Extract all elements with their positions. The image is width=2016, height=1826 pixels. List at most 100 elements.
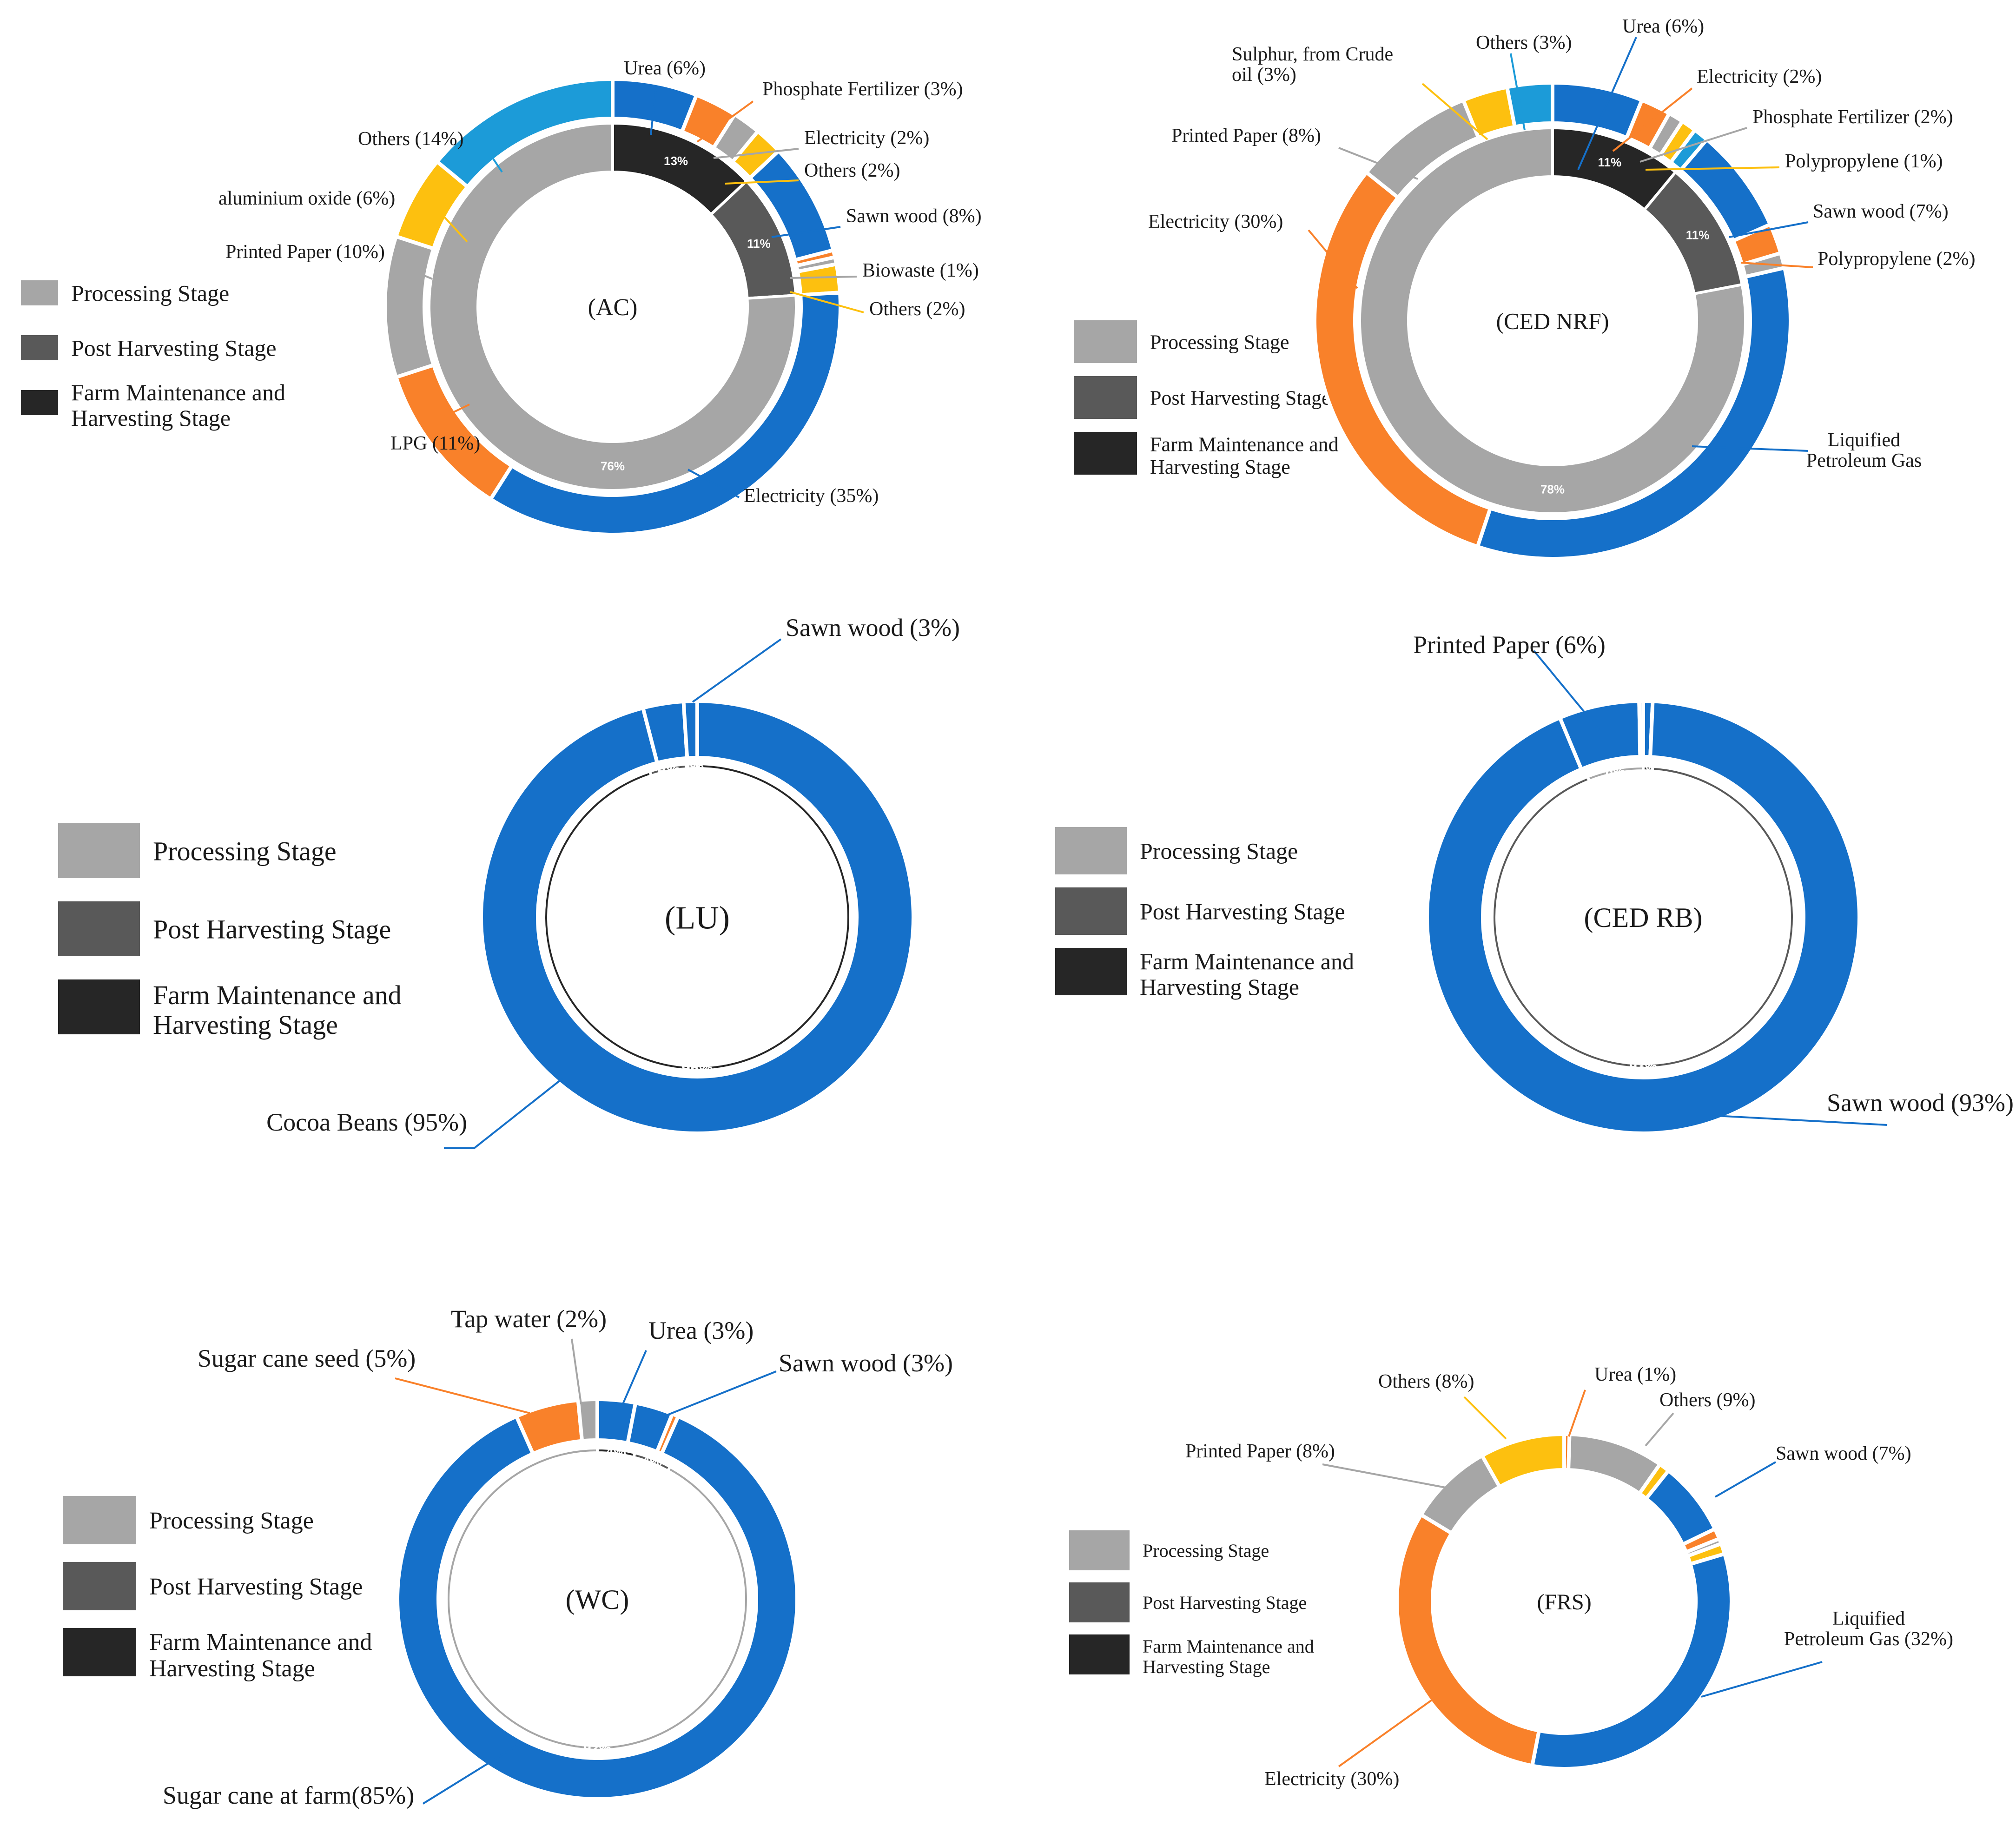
outer-slice-electricity (1313, 170, 1493, 549)
inner-slice-label: 78% (1540, 483, 1565, 496)
legend-label-post: Post Harvesting Stage (153, 914, 391, 944)
legend-label-farm: Farm Maintenance and (149, 1629, 372, 1655)
slice-label-polypropylene: Polypropylene (1%) (1785, 151, 1943, 172)
leader-line (1645, 166, 1780, 171)
slice-label-sawn-wood: Sawn wood (3%) (779, 1349, 953, 1377)
outer-slice-sugar-cane-at-farm (396, 1414, 799, 1801)
legend-swatch-processing (1069, 1530, 1130, 1570)
slice-label-sugar-cane-seed: Sugar cane seed (5%) (198, 1344, 416, 1372)
chart-title: (CED NRF) (1496, 308, 1609, 334)
slice-label-sawn-wood: Sawn wood (8%) (846, 205, 982, 227)
legend-label-processing: Processing Stage (1143, 1540, 1269, 1561)
inner-slice-label: 1% (681, 758, 704, 775)
leader-line (1322, 1463, 1446, 1489)
chart-title: (LU) (665, 900, 730, 936)
leader-line (404, 266, 433, 280)
leader-line (1701, 1661, 1823, 1698)
slice-label-phosphate-fertilizer: Phosphate Fertilizer (2%) (1752, 106, 1953, 128)
leader-line (1577, 37, 1637, 170)
inner-slice-label: 4% (606, 1444, 626, 1460)
legend-swatch-farm (1074, 432, 1137, 475)
legend-label-processing: Processing Stage (1150, 331, 1289, 353)
outer-slice-liquified-petroleum-gas (1475, 265, 1792, 561)
legend-swatch-post (63, 1562, 136, 1610)
slice-label-others: Others (3%) (1476, 32, 1572, 53)
inner-slice-processing-stage (1358, 126, 1747, 515)
slice-label-biowaste: Biowaste (1%) (862, 260, 979, 281)
legend-swatch-farm (21, 390, 58, 415)
legend-swatch-processing (1055, 827, 1127, 874)
legend-label-processing: Processing Stage (153, 836, 337, 866)
slice-label-sugar-cane-at-farm: Sugar cane at farm(85%) (163, 1781, 414, 1809)
outer-slice-electricity (1395, 1512, 1541, 1768)
leader-line (790, 291, 864, 313)
legend-frs: Processing Stage Post Harvesting Stage Far… (1069, 1530, 1314, 1677)
leader-line (696, 100, 754, 143)
outer-slice-liquified-petroleum-gas (1530, 1551, 1733, 1771)
leader-line (771, 226, 841, 238)
inner-slice-label: 79% (1553, 1720, 1575, 1733)
leader-line (790, 276, 857, 279)
inner-slice-label: 93% (1629, 1059, 1657, 1074)
legend-swatch-post (21, 335, 58, 360)
legend-label-post: Post Harvesting Stage (1143, 1592, 1307, 1613)
inner-slice-processing-stage (428, 121, 798, 492)
legend-swatch-farm (1055, 948, 1127, 995)
legend-swatch-farm (63, 1628, 136, 1676)
legend-swatch-processing (58, 823, 140, 878)
legend-label-farm: Farm Maintenance and (71, 379, 285, 405)
slice-label-urea: Urea (3%) (648, 1317, 754, 1344)
slice-label-sulphur-from-crude-oil: oil (3%) (1232, 64, 1296, 86)
legend-lu: Processing Stage Post Harvesting Stage Far… (58, 823, 402, 1040)
inner-slice-label: 11% (1598, 155, 1621, 169)
legend-label-farm: Farm Maintenance and (1143, 1636, 1314, 1657)
slice-label-liquified-petroleum-gas: Liquified (1832, 1608, 1905, 1629)
slice-label-sulphur-from-crude-oil: Sulphur, from Crude (1232, 44, 1393, 65)
slice-label-liquified-petroleum-gas: Liquified (1828, 430, 1900, 451)
slice-label-liquified-petroleum-gas: Petroleum Gas (1806, 450, 1922, 471)
inner-slice-processing-stage (445, 1446, 750, 1752)
inner-slice-processing-stage (1437, 1474, 1692, 1728)
leader-line (1568, 1389, 1586, 1437)
leader-line (1533, 650, 1600, 731)
leader-line (1510, 53, 1526, 131)
leader-line (687, 469, 740, 498)
legend-label-farm: Harvesting Stage (71, 405, 231, 431)
legend-label-farm: Harvesting Stage (1150, 456, 1290, 478)
chart-title: (WC) (566, 1584, 629, 1615)
outer-slice-sawn-wood (1425, 699, 1861, 1135)
slice-label-urea: Urea (6%) (1622, 16, 1704, 37)
charts: 13% 11% 76% (AC) Urea (6%) Phosphate Fertiliz… (163, 16, 2014, 1809)
chart-title: (FRS) (1537, 1590, 1591, 1614)
outer-slice-other (1637, 699, 1645, 759)
slice-label-electricity: Electricity (35%) (744, 485, 879, 507)
slice-label-electricity: Electricity (2%) (1697, 66, 1822, 87)
leader-line (1338, 1696, 1437, 1767)
legend-wc: Processing Stage Post Harvesting Stage Far… (63, 1496, 372, 1682)
inner-slice-label: 11% (747, 237, 771, 251)
leader-line (571, 1338, 582, 1404)
leader-line (1645, 1412, 1674, 1447)
slice-label-printed-paper: Printed Paper (6%) (1413, 631, 1606, 659)
slice-label-others: Others (2%) (869, 298, 965, 320)
slice-label-tap-water: Tap water (2%) (451, 1305, 607, 1333)
donut-chart-ced-rb: 1%93%6%(CED RB)Printed Paper (6%)Sawn wo… (1413, 631, 2014, 1135)
inner-slice-label: 76% (601, 459, 625, 473)
legend-label-post: Post Harvesting Stage (1140, 899, 1345, 925)
leader-line (1740, 262, 1813, 268)
chart-title: (CED RB) (1584, 902, 1703, 933)
leader-line (725, 179, 799, 185)
inner-slice-label: 4% (642, 1454, 662, 1469)
donut-chart-ac: 13% 11% 76% (AC) Urea (6%) Phosphate Fertiliz… (218, 58, 982, 536)
legend-swatch-post (1074, 376, 1137, 419)
leader-line (1639, 127, 1747, 163)
legend-label-farm: Farm Maintenance and (1150, 433, 1339, 456)
outer-slice-others (795, 262, 842, 297)
outer-slice-others (1505, 80, 1554, 129)
legend-ced-rb: Processing Stage Post Harvesting Stage Far… (1055, 827, 1354, 1000)
slice-label-others: Others (2%) (804, 160, 900, 181)
legend-label-farm: Farm Maintenance and (1140, 948, 1354, 974)
legend-label-farm: Harvesting Stage (153, 1010, 338, 1040)
leader-line (487, 150, 503, 173)
